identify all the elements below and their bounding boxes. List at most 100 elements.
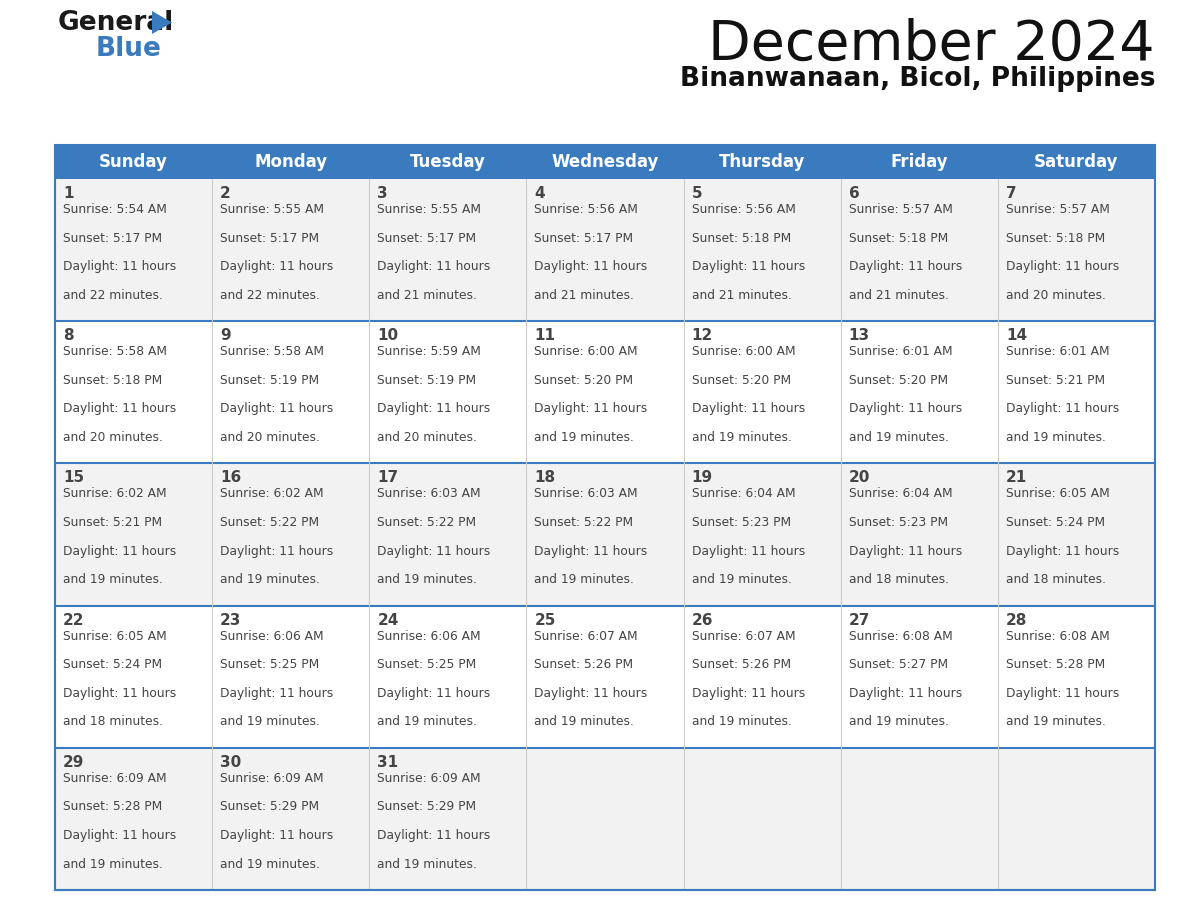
Text: and 19 minutes.: and 19 minutes. [220,715,320,729]
Bar [683,321,841,464]
Text: Sunrise: 6:08 AM: Sunrise: 6:08 AM [848,630,953,643]
Text: 3: 3 [378,186,388,201]
Text: Sunrise: 5:59 AM: Sunrise: 5:59 AM [378,345,481,358]
Text: Daylight: 11 hours: Daylight: 11 hours [691,687,804,700]
Bar [369,464,526,606]
Text: and 19 minutes.: and 19 minutes. [848,431,948,444]
Text: 9: 9 [220,329,230,343]
Bar [55,464,213,606]
Bar [55,145,1155,890]
Text: Sunrise: 5:54 AM: Sunrise: 5:54 AM [63,203,166,216]
Text: Sunset: 5:27 PM: Sunset: 5:27 PM [848,658,948,671]
Text: December 2024: December 2024 [708,18,1155,72]
Text: and 19 minutes.: and 19 minutes. [378,857,478,870]
Text: 5: 5 [691,186,702,201]
Text: Sunset: 5:20 PM: Sunset: 5:20 PM [848,374,948,386]
Text: 26: 26 [691,612,713,628]
Bar [213,606,369,748]
Text: and 20 minutes.: and 20 minutes. [63,431,163,444]
Text: and 19 minutes.: and 19 minutes. [535,431,634,444]
Text: 17: 17 [378,470,398,486]
Text: and 21 minutes.: and 21 minutes. [691,289,791,302]
Bar [526,748,683,890]
Text: Daylight: 11 hours: Daylight: 11 hours [220,402,334,416]
Bar [55,145,1155,179]
Text: and 20 minutes.: and 20 minutes. [378,431,478,444]
Text: Daylight: 11 hours: Daylight: 11 hours [63,402,176,416]
Text: and 19 minutes.: and 19 minutes. [691,715,791,729]
Bar [526,321,683,464]
Text: 14: 14 [1006,329,1026,343]
Text: 30: 30 [220,755,241,770]
Text: Sunset: 5:25 PM: Sunset: 5:25 PM [378,658,476,671]
Bar [55,321,213,464]
Text: Daylight: 11 hours: Daylight: 11 hours [220,260,334,274]
Text: Monday: Monday [254,153,327,171]
Bar [998,748,1155,890]
Text: Sunrise: 6:00 AM: Sunrise: 6:00 AM [535,345,638,358]
Bar [683,606,841,748]
Text: Binanwanaan, Bicol, Philippines: Binanwanaan, Bicol, Philippines [680,66,1155,92]
Text: Sunset: 5:22 PM: Sunset: 5:22 PM [535,516,633,529]
Text: Daylight: 11 hours: Daylight: 11 hours [63,544,176,557]
Text: Sunset: 5:20 PM: Sunset: 5:20 PM [535,374,633,386]
Text: Sunday: Sunday [99,153,168,171]
Text: and 19 minutes.: and 19 minutes. [848,715,948,729]
Text: Daylight: 11 hours: Daylight: 11 hours [220,829,334,842]
Text: Sunrise: 6:01 AM: Sunrise: 6:01 AM [848,345,953,358]
Text: Sunrise: 5:58 AM: Sunrise: 5:58 AM [220,345,324,358]
Bar [369,179,526,321]
Text: Sunset: 5:24 PM: Sunset: 5:24 PM [63,658,162,671]
Text: Daylight: 11 hours: Daylight: 11 hours [63,260,176,274]
Text: and 21 minutes.: and 21 minutes. [378,289,478,302]
Text: and 19 minutes.: and 19 minutes. [378,573,478,587]
Bar [55,606,213,748]
Text: Daylight: 11 hours: Daylight: 11 hours [220,544,334,557]
Text: 8: 8 [63,329,74,343]
Bar [55,179,213,321]
Text: Daylight: 11 hours: Daylight: 11 hours [378,544,491,557]
Bar [683,748,841,890]
Text: and 19 minutes.: and 19 minutes. [378,715,478,729]
Text: and 19 minutes.: and 19 minutes. [691,573,791,587]
Bar [998,606,1155,748]
Bar [841,179,998,321]
Bar [213,179,369,321]
Text: Daylight: 11 hours: Daylight: 11 hours [378,402,491,416]
Text: Sunset: 5:20 PM: Sunset: 5:20 PM [691,374,791,386]
Text: Daylight: 11 hours: Daylight: 11 hours [378,260,491,274]
Text: Thursday: Thursday [719,153,805,171]
Text: 22: 22 [63,612,84,628]
Text: Daylight: 11 hours: Daylight: 11 hours [63,829,176,842]
Text: Sunset: 5:22 PM: Sunset: 5:22 PM [220,516,320,529]
Text: Daylight: 11 hours: Daylight: 11 hours [535,402,647,416]
Text: Daylight: 11 hours: Daylight: 11 hours [1006,260,1119,274]
Text: Sunrise: 6:00 AM: Sunrise: 6:00 AM [691,345,795,358]
Text: Sunset: 5:19 PM: Sunset: 5:19 PM [220,374,320,386]
Bar [998,321,1155,464]
Text: Wednesday: Wednesday [551,153,658,171]
Bar [683,179,841,321]
Text: Sunset: 5:22 PM: Sunset: 5:22 PM [378,516,476,529]
Text: and 19 minutes.: and 19 minutes. [535,573,634,587]
Text: and 19 minutes.: and 19 minutes. [220,857,320,870]
Text: 1: 1 [63,186,74,201]
Text: 28: 28 [1006,612,1028,628]
Text: Sunset: 5:28 PM: Sunset: 5:28 PM [1006,658,1105,671]
Text: Sunrise: 5:55 AM: Sunrise: 5:55 AM [220,203,324,216]
Text: Tuesday: Tuesday [410,153,486,171]
Text: Sunrise: 5:58 AM: Sunrise: 5:58 AM [63,345,168,358]
Text: Sunset: 5:17 PM: Sunset: 5:17 PM [535,231,633,244]
Text: Sunrise: 5:55 AM: Sunrise: 5:55 AM [378,203,481,216]
Text: Sunset: 5:18 PM: Sunset: 5:18 PM [691,231,791,244]
Text: 25: 25 [535,612,556,628]
Text: and 19 minutes.: and 19 minutes. [220,573,320,587]
Text: and 18 minutes.: and 18 minutes. [63,715,163,729]
Text: Sunrise: 6:09 AM: Sunrise: 6:09 AM [378,772,481,785]
Text: Sunrise: 6:01 AM: Sunrise: 6:01 AM [1006,345,1110,358]
Text: Sunset: 5:18 PM: Sunset: 5:18 PM [1006,231,1105,244]
Text: Sunset: 5:21 PM: Sunset: 5:21 PM [63,516,162,529]
Text: Sunrise: 6:08 AM: Sunrise: 6:08 AM [1006,630,1110,643]
Text: Friday: Friday [891,153,948,171]
Text: 27: 27 [848,612,870,628]
